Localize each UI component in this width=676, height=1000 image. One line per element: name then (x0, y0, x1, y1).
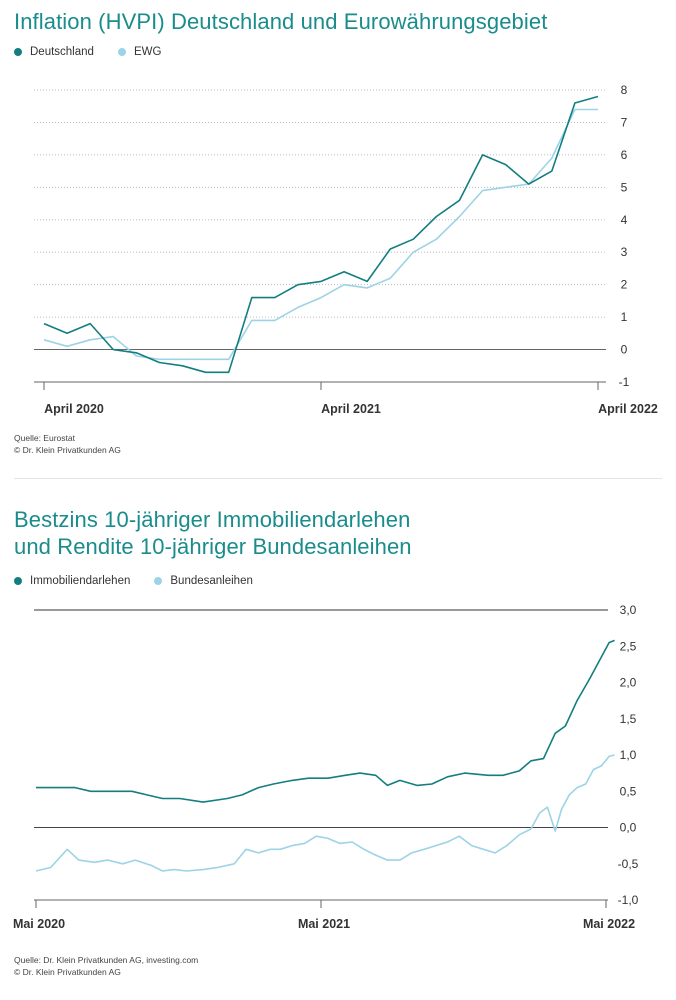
chart-title: Bestzins 10-jähriger Immobiliendarlehen … (14, 506, 412, 560)
x-tick-label: April 2022 (598, 402, 658, 416)
y-tick-label: 2,5 (620, 639, 637, 653)
y-tick-label: 2 (621, 278, 628, 292)
legend-dot-icon (14, 577, 22, 585)
legend-dot-icon (117, 48, 126, 56)
legend-item-immobiliendarlehen: Immobiliendarlehen (14, 575, 130, 587)
chart-legend: Immobiliendarlehen Bundesanleihen (14, 575, 253, 587)
legend-item-deutschland: Deutschland (14, 46, 94, 58)
y-tick-label: 5 (621, 180, 628, 194)
series-line-immobiliendarlehen (36, 639, 615, 803)
y-tick-label: -1 (619, 375, 630, 389)
y-tick-label: 0 (621, 343, 628, 357)
y-tick-label: 6 (621, 148, 628, 162)
copyright-line: © Dr. Klein Privatkunden AG (14, 967, 121, 977)
y-tick-label: 0,5 (620, 784, 637, 798)
legend-label: Bundesanleihen (170, 575, 253, 587)
y-tick-label: 3 (621, 245, 628, 259)
interest-line-chart: -1,0 -0,5 0,0 0,5 1,0 1,5 2,0 2,5 3,0 Mai 2020 Mai… (13, 603, 639, 931)
chart-legend: Deutschland EWG (14, 46, 161, 58)
y-tick-label: 4 (621, 213, 628, 227)
legend-label: Immobiliendarlehen (30, 575, 131, 587)
y-tick-label: 1,0 (620, 748, 637, 762)
x-tick-label: Mai 2020 (13, 917, 65, 931)
source-line: Quelle: Dr. Klein Privatkunden AG, inves… (14, 955, 199, 965)
x-tick-label: Mai 2021 (298, 917, 350, 931)
series-line-bundesanleihen (35, 754, 615, 872)
section-divider (14, 478, 662, 479)
chart-source: Quelle: Eurostat © Dr. Klein Privatkunde… (14, 432, 121, 456)
y-tick-label: 1 (621, 310, 628, 324)
legend-label: EWG (133, 46, 162, 58)
legend-dot-icon (14, 48, 22, 56)
series-line-ewg (43, 108, 598, 361)
copyright-line: © Dr. Klein Privatkunden AG (14, 445, 121, 455)
inflation-line-chart: -1 0 1 2 3 4 5 6 7 8 April 2020 April 2021 April 202… (34, 83, 658, 416)
legend-label: Deutschland (30, 46, 94, 58)
x-tick-label: April 2020 (44, 402, 104, 416)
legend-dot-icon (154, 577, 163, 585)
x-tick-label: April 2021 (321, 402, 381, 416)
y-tick-label: 1,5 (620, 712, 637, 726)
series-line-deutschland (43, 95, 599, 374)
y-tick-label: 2,0 (620, 676, 637, 690)
x-tick-label: Mai 2022 (583, 917, 635, 931)
y-tick-label: 7 (621, 115, 628, 129)
interest-chart-panel: Bestzins 10-jähriger Immobiliendarlehen … (0, 480, 676, 1000)
chart-title: Inflation (HVPI) Deutschland und Eurowäh… (14, 9, 548, 34)
y-tick-label: 0,0 (620, 821, 637, 835)
y-tick-label: 3,0 (620, 603, 637, 617)
legend-item-ewg: EWG (117, 46, 162, 58)
chart-title-line: und Rendite 10-jähriger Bundesanleihen (14, 534, 412, 559)
y-tick-label: -1,0 (618, 893, 639, 907)
chart-source: Quelle: Dr. Klein Privatkunden AG, inves… (14, 954, 198, 978)
source-line: Quelle: Eurostat (14, 433, 75, 443)
y-tick-label: 8 (621, 83, 628, 97)
inflation-chart-panel: Inflation (HVPI) Deutschland und Eurowäh… (0, 0, 676, 470)
chart-title-line: Bestzins 10-jähriger Immobiliendarlehen (14, 507, 411, 532)
legend-item-bundesanleihen: Bundesanleihen (154, 575, 253, 587)
y-tick-label: -0,5 (618, 857, 639, 871)
